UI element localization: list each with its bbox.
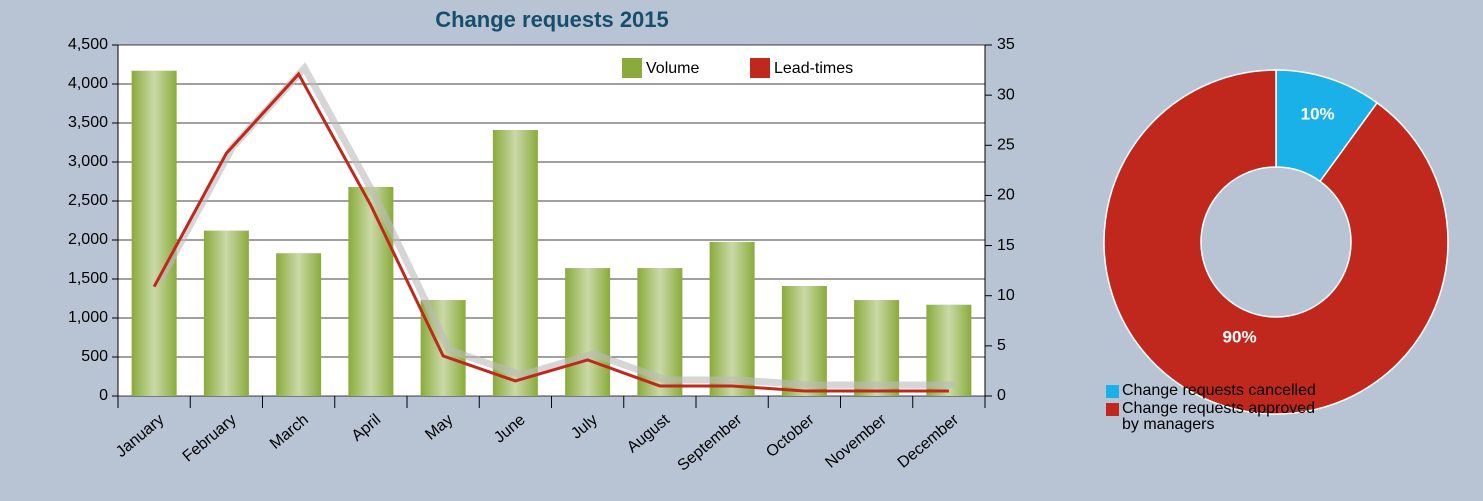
- y-tick-label: 1,000: [68, 309, 108, 326]
- line: [152, 71, 949, 393]
- y-tick-label: 3,000: [68, 153, 108, 170]
- legend-swatch: [1106, 385, 1119, 398]
- legend-swatch: [622, 58, 642, 78]
- x-tick-label: December: [895, 411, 963, 472]
- bar-shine: [926, 304, 972, 396]
- x-tick-label: September: [675, 411, 746, 475]
- legend-item: Change requests cancelled: [1106, 382, 1352, 399]
- pie-slice: [1103, 69, 1449, 415]
- y2-tick-label: 5: [997, 337, 1006, 354]
- y-tick-label: 4,000: [68, 75, 108, 92]
- x-tick-label: February: [180, 411, 240, 465]
- bar-shine: [276, 253, 322, 396]
- legend-item: Change requests approved by managers: [1106, 400, 1322, 433]
- x-tick-label: June: [491, 411, 529, 446]
- bar-shine: [854, 300, 900, 396]
- y-tick-label: 4,500: [68, 36, 108, 53]
- x-tick-label: October: [763, 411, 818, 461]
- y2-tick-label: 0: [997, 387, 1006, 404]
- bar-shine: [131, 70, 177, 397]
- chart-title: Change requests 2015: [435, 7, 669, 32]
- legend-swatch: [1106, 403, 1119, 416]
- bar-shine: [781, 286, 827, 396]
- x-tick-label: January: [113, 411, 168, 461]
- y2-tick-label: 35: [997, 36, 1015, 53]
- bar-shine: [709, 241, 755, 396]
- pie-label: 90%: [1223, 327, 1257, 346]
- x-tick-label: August: [624, 411, 674, 456]
- bar-shine: [203, 230, 249, 396]
- bar-shine: [565, 268, 611, 396]
- y2-tick-label: 25: [997, 137, 1015, 154]
- x-tick-label: March: [267, 411, 312, 453]
- x-tick-label: July: [568, 411, 601, 442]
- y-tick-label: 2,500: [68, 192, 108, 209]
- legend-label: Volume: [646, 60, 699, 77]
- y2-tick-label: 10: [997, 287, 1015, 304]
- legend-swatch: [750, 58, 770, 78]
- x-tick-label: April: [349, 411, 384, 445]
- y-tick-label: 2,000: [68, 231, 108, 248]
- legend-label: Change requests cancelled: [1122, 382, 1316, 399]
- y2-tick-label: 30: [997, 86, 1015, 103]
- y-tick-label: 3,500: [68, 114, 108, 131]
- x-tick-label: November: [822, 411, 890, 472]
- y-tick-label: 500: [81, 348, 108, 365]
- legend-label: Change requests approved by managers: [1122, 400, 1316, 433]
- pie-label: 10%: [1301, 105, 1335, 124]
- y2-tick-label: 20: [997, 187, 1015, 204]
- y-tick-label: 1,500: [68, 270, 108, 287]
- legend-label: Lead-times: [774, 60, 853, 77]
- x-tick-label: May: [422, 411, 456, 443]
- y2-tick-label: 15: [997, 237, 1015, 254]
- y-tick-label: 0: [99, 387, 108, 404]
- bar-shine: [420, 300, 466, 396]
- plot-area: [118, 45, 985, 396]
- bar-shine: [492, 130, 538, 396]
